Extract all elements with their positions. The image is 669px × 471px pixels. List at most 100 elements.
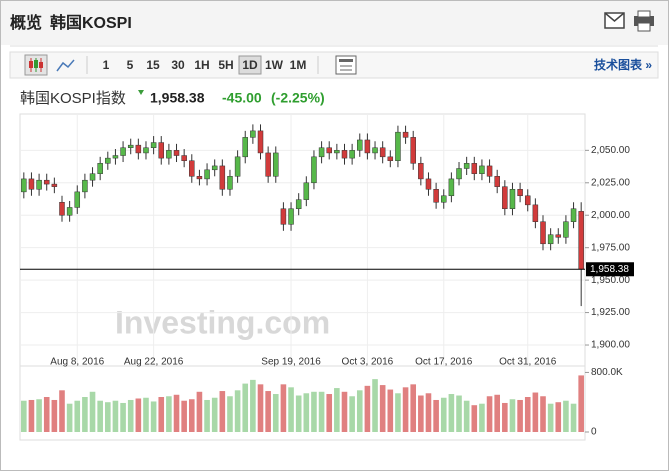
volume-bar xyxy=(242,383,249,432)
volume-bar xyxy=(105,402,111,432)
candle-body xyxy=(36,179,42,190)
candle-body xyxy=(227,176,233,190)
y-tick-label: 2,000.00 xyxy=(591,210,630,221)
interval-button[interactable]: 1M xyxy=(290,58,307,72)
candle-body xyxy=(395,131,401,161)
volume-bar xyxy=(97,400,103,432)
last-price-label: 1,958.38 xyxy=(590,264,629,275)
candle-body xyxy=(303,182,310,200)
volume-bar xyxy=(387,389,394,432)
candle-body xyxy=(494,176,500,187)
x-tick-label: Oct 31, 2016 xyxy=(499,357,557,368)
quote-change-pct: (-2.25%) xyxy=(271,90,325,106)
volume-bar xyxy=(173,394,180,432)
volume-bar xyxy=(509,399,516,432)
technical-link[interactable]: 技术图表 » xyxy=(594,57,652,72)
volume-bar xyxy=(166,396,172,432)
volume-bar xyxy=(471,405,478,432)
line-button[interactable] xyxy=(56,59,75,72)
mail-icon[interactable] xyxy=(604,12,625,29)
volume-bar xyxy=(265,391,271,432)
candle-body xyxy=(158,142,164,159)
volume-bar xyxy=(456,395,462,432)
volume-bar xyxy=(311,391,317,432)
candle-body xyxy=(234,156,241,177)
volume-bar xyxy=(418,395,424,432)
active-interval xyxy=(238,55,262,75)
interval-button[interactable]: 1H xyxy=(194,58,209,72)
volume-bar xyxy=(326,394,333,432)
candle-body xyxy=(82,179,88,193)
interval-button[interactable]: 1D xyxy=(242,58,258,72)
volume-bar xyxy=(440,397,447,432)
volume-bar xyxy=(127,399,134,432)
volume-bar xyxy=(36,399,42,432)
toolbar xyxy=(9,51,659,79)
volume-bar xyxy=(143,397,149,432)
candle-body xyxy=(250,130,256,138)
volume-bar xyxy=(51,399,58,432)
candle-body xyxy=(502,186,508,209)
candle-body xyxy=(59,202,65,216)
volume-bar xyxy=(479,403,485,432)
candle-body xyxy=(471,163,478,174)
interval-button[interactable]: 15 xyxy=(146,58,160,72)
candle-body xyxy=(540,221,546,245)
candle-body xyxy=(547,234,554,245)
candle-body xyxy=(364,139,371,154)
interval-button[interactable]: 5H xyxy=(218,58,233,72)
candle-body xyxy=(189,160,195,177)
candle-body xyxy=(295,199,302,209)
volume-bar xyxy=(532,392,539,432)
candle-body xyxy=(524,195,531,206)
candle-button[interactable] xyxy=(24,54,48,76)
candle-body xyxy=(448,178,455,197)
interval-button[interactable]: 30 xyxy=(171,58,185,72)
interval-button[interactable]: 1W xyxy=(265,58,284,72)
candle-body xyxy=(410,137,416,164)
volume-bar xyxy=(334,388,340,432)
candle-body xyxy=(463,163,470,169)
candle-body xyxy=(563,221,569,238)
interval-button[interactable]: 5 xyxy=(127,58,134,72)
candle-body xyxy=(357,139,363,151)
section-title: 概览 xyxy=(10,13,42,32)
y2-tick-label: 0 xyxy=(591,427,597,438)
y-tick-label: 2,025.00 xyxy=(591,177,630,188)
candle-body xyxy=(120,147,126,156)
volume-bar xyxy=(188,399,195,432)
volume-bar xyxy=(517,399,523,432)
candle-body xyxy=(97,163,103,174)
candle-body xyxy=(456,168,462,180)
candle-body xyxy=(273,152,279,177)
volume-bar xyxy=(295,395,302,432)
candle-body xyxy=(425,178,432,190)
volume-bar xyxy=(211,397,218,432)
volume-bar xyxy=(570,403,577,432)
volume-bar xyxy=(349,396,355,432)
volume-bar xyxy=(234,390,241,432)
volume-bar xyxy=(356,390,363,432)
candle-body xyxy=(211,165,218,171)
print-icon[interactable] xyxy=(634,10,654,32)
candle-body xyxy=(28,178,35,190)
candle-body xyxy=(265,152,271,177)
volume-bar xyxy=(272,394,279,432)
candle-body xyxy=(196,176,203,180)
interval-button[interactable]: 1 xyxy=(103,58,110,72)
watermark: Investing.com xyxy=(115,304,330,340)
volume-bar xyxy=(21,400,27,432)
volume-bar xyxy=(410,384,417,432)
volume-bar xyxy=(59,390,65,432)
volume-bar xyxy=(135,398,142,432)
down-arrow xyxy=(138,90,144,95)
volume-bar xyxy=(578,375,584,432)
candle-body xyxy=(74,191,81,208)
settings-button[interactable] xyxy=(335,55,357,75)
volume-bar xyxy=(250,379,256,432)
volume-bar xyxy=(196,391,203,432)
candle-body xyxy=(166,150,172,159)
candle-body xyxy=(127,144,134,148)
candle-body xyxy=(326,147,332,154)
